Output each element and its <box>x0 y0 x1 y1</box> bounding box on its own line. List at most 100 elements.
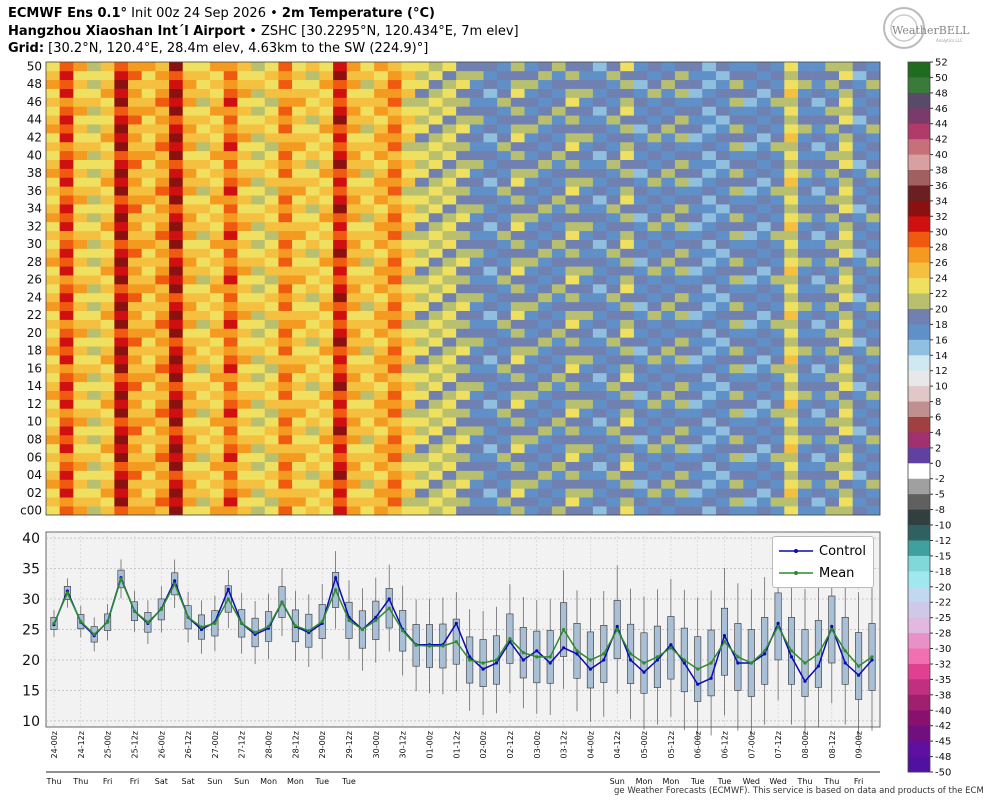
heatmap-cell <box>196 364 211 374</box>
heatmap-cell <box>442 195 457 205</box>
heatmap-cell <box>510 186 525 196</box>
control-point <box>857 673 861 677</box>
colorbar-segment <box>908 247 930 264</box>
heatmap-cell <box>182 79 197 89</box>
heatmap-cell <box>196 461 211 471</box>
heatmap-cell <box>551 346 566 356</box>
heatmap-cell <box>688 177 703 187</box>
heatmap-cell <box>237 159 252 169</box>
mean-point <box>575 649 579 653</box>
heatmap-cell <box>305 79 320 89</box>
heatmap-cell <box>305 248 320 258</box>
heatmap-cell <box>46 115 60 125</box>
heatmap-cell <box>797 124 812 134</box>
heatmap-cell <box>128 177 142 187</box>
heatmap-cell <box>442 488 457 498</box>
heatmap-cell <box>497 159 512 169</box>
heatmap-cell <box>169 159 184 169</box>
heatmap-cell <box>141 301 156 311</box>
heatmap-cell <box>756 372 771 383</box>
plume-x-tick-label: 26-12z <box>184 731 193 758</box>
heatmap-cell <box>797 106 812 116</box>
heatmap-cell <box>223 346 238 356</box>
heatmap-cell <box>264 124 279 134</box>
heatmap-cell <box>538 97 553 107</box>
heatmap-cell <box>674 177 689 187</box>
heatmap-cell <box>196 141 211 152</box>
heatmap-cell <box>374 79 389 89</box>
heatmap-cell <box>360 62 375 72</box>
heatmap-cell <box>100 97 115 107</box>
heatmap-cell <box>852 390 867 400</box>
heatmap-cell <box>264 435 279 445</box>
heatmap-cell <box>278 381 293 391</box>
heatmap-cell <box>565 79 580 89</box>
heatmap-cell <box>538 168 553 178</box>
heatmap-cell <box>579 150 594 160</box>
heatmap-cell <box>729 221 744 232</box>
heatmap-cell <box>743 133 758 143</box>
heatmap-cell <box>592 435 607 445</box>
heatmap-cell <box>661 319 676 329</box>
heatmap-cell <box>770 213 785 223</box>
heatmap-cell <box>633 213 648 223</box>
heatmap-cell <box>811 79 826 89</box>
heatmap-cell <box>333 204 348 214</box>
heatmap-cell <box>633 159 648 169</box>
heatmap-cell <box>633 62 648 72</box>
heatmap-cell <box>674 248 689 258</box>
heatmap-cell <box>784 461 799 471</box>
heatmap-cell <box>688 115 703 125</box>
heatmap-cell <box>647 186 662 196</box>
heatmap-cell <box>169 390 184 400</box>
heatmap-cell <box>210 257 225 267</box>
heatmap-cell <box>729 88 744 98</box>
heatmap-cell <box>592 88 607 98</box>
heatmap-cell <box>551 364 566 374</box>
heatmap-cell <box>661 364 676 374</box>
heatmap-cell <box>141 461 156 471</box>
heatmap-cell <box>264 461 279 471</box>
colorbar-segment <box>908 725 930 742</box>
heatmap-cell <box>169 230 184 240</box>
plume-x-tick-label: 01-00z <box>426 731 435 758</box>
heatmap-cell <box>196 417 211 427</box>
heatmap-cell <box>797 292 812 303</box>
colorbar-tick-label: 0 <box>935 459 941 470</box>
heatmap-cell <box>305 506 320 516</box>
mean-point <box>401 629 405 633</box>
heatmap-cell <box>647 497 662 507</box>
heatmap-cell <box>838 97 853 107</box>
heatmap-cell <box>852 195 867 205</box>
heatmap-cell <box>73 62 88 72</box>
heatmap-cell <box>59 150 74 160</box>
heatmap-cell <box>538 346 553 356</box>
heatmap-cell <box>743 506 758 516</box>
heatmap-cell <box>620 506 635 516</box>
heatmap-cell <box>87 221 101 232</box>
heatmap-cell <box>305 417 320 427</box>
heatmap-cell <box>59 417 74 427</box>
heatmap-cell <box>825 62 840 72</box>
heatmap-cell <box>251 248 266 258</box>
heatmap-cell <box>155 221 170 232</box>
heatmap-cell <box>305 133 320 143</box>
heatmap-cell <box>87 443 101 454</box>
heatmap-cell <box>756 390 771 400</box>
heatmap-cell <box>333 479 348 489</box>
heatmap-cell <box>141 150 156 160</box>
heatmap-cell <box>264 417 279 427</box>
heatmap-cell <box>825 292 840 303</box>
control-point <box>816 664 821 668</box>
heatmap-cell <box>292 470 307 480</box>
heatmap-cell <box>360 426 375 436</box>
heatmap-cell <box>756 70 771 81</box>
variable-name: 2m Temperature (°C) <box>281 6 435 21</box>
heatmap-cell <box>551 506 566 516</box>
heatmap-cell <box>866 159 881 169</box>
heatmap-cell <box>811 417 826 427</box>
heatmap-cell <box>483 195 498 205</box>
heatmap-cell <box>237 461 252 471</box>
heatmap-cell <box>456 461 471 471</box>
heatmap-cell <box>237 186 252 196</box>
